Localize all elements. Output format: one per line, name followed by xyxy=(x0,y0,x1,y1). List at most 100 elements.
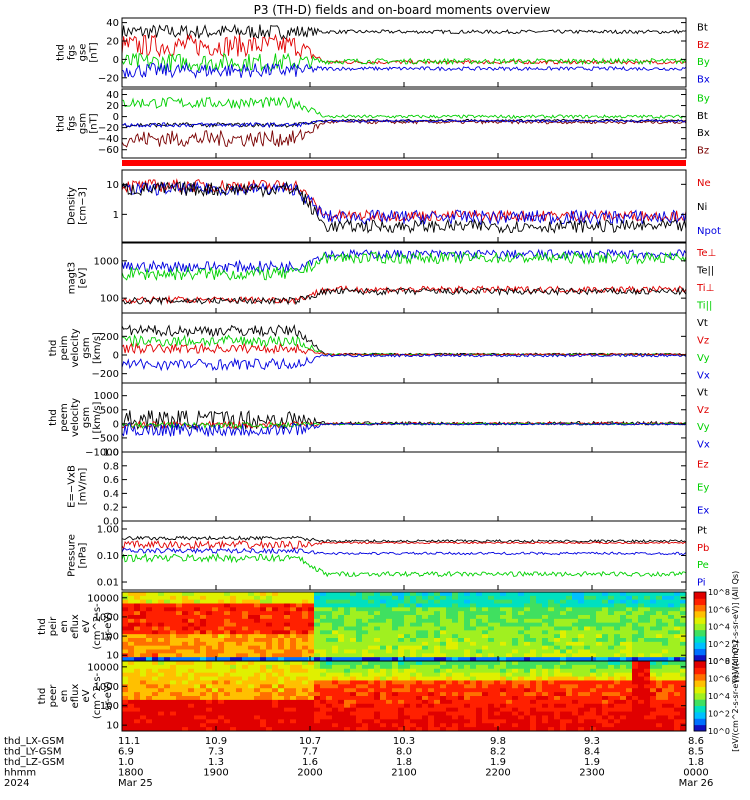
electron-spectrogram-cell xyxy=(674,672,681,678)
electron-spectrogram-cell xyxy=(518,711,525,717)
ion-spectrogram-cell xyxy=(482,641,489,647)
electron-spectrogram-cell xyxy=(212,703,219,709)
ion-spectrogram-cell xyxy=(566,592,573,597)
ion-spectrogram-cell xyxy=(452,653,459,658)
ion-spectrogram-cell xyxy=(518,607,525,612)
electron-spectrogram-cell xyxy=(380,680,387,685)
electron-spectrogram-cell xyxy=(422,661,429,666)
electron-spectrogram-cell xyxy=(206,684,213,689)
electron-spectrogram-cell xyxy=(650,664,657,670)
electron-spectrogram-cell xyxy=(632,672,639,678)
ion-spectrogram-cell xyxy=(410,641,417,647)
ion-spectrogram-cell xyxy=(566,618,573,624)
ion-spectrogram-cell xyxy=(632,607,639,612)
electron-spectrogram-cell xyxy=(464,672,471,678)
ion-spectrogram-cell xyxy=(632,592,639,597)
electron-spectrogram-cell xyxy=(578,696,585,701)
electron-spectrogram-cell xyxy=(308,680,315,685)
electron-spectrogram-cell xyxy=(644,727,651,731)
electron-spectrogram-cell xyxy=(308,719,315,724)
ion-spectrogram-cell xyxy=(374,630,381,635)
pressure-trace-red xyxy=(122,539,686,551)
electron-spectrogram-cell xyxy=(620,707,627,713)
electron-spectrogram-cell xyxy=(134,664,141,670)
ion-spectrogram-cell xyxy=(296,649,303,654)
electron-spectrogram-cell xyxy=(314,672,321,678)
ion-spectrogram-cell xyxy=(464,638,471,643)
electron-spectrogram-cell xyxy=(494,661,501,666)
electron-spectrogram-cell xyxy=(422,711,429,717)
ion-spectrogram-cell xyxy=(380,641,387,647)
ion-spectrogram-cell xyxy=(626,649,633,654)
ion-spectrogram-cell xyxy=(536,618,543,624)
ion-spectrogram-cell xyxy=(212,630,219,635)
electron-spectrogram-cell xyxy=(542,684,549,689)
ion-spectrogram-cell xyxy=(398,657,405,661)
ion-spectrogram-cell xyxy=(536,626,543,631)
electron-spectrogram-cell xyxy=(350,672,357,678)
y-tick-label: 40 xyxy=(106,18,119,29)
electron-spectrogram-cell xyxy=(326,699,333,705)
electron-spectrogram-cell xyxy=(284,664,291,670)
ion-spectrogram-cell xyxy=(254,645,261,651)
ion-spectrogram-cell xyxy=(626,592,633,597)
electron-spectrogram-cell xyxy=(662,723,669,728)
legend-entry: By xyxy=(697,94,710,105)
electron-spectrogram-cell xyxy=(488,703,495,709)
ion-spectrogram-cell xyxy=(674,607,681,612)
electron-spectrogram-cell xyxy=(482,661,489,666)
electron-spectrogram-cell xyxy=(644,699,651,705)
electron-spectrogram-cell xyxy=(590,723,597,728)
ion-spectrogram-cell xyxy=(374,626,381,631)
electron-spectrogram-cell xyxy=(224,692,231,697)
electron-spectrogram-cell xyxy=(212,696,219,701)
ion-spectrogram-cell xyxy=(362,630,369,635)
electron-spectrogram-cell xyxy=(344,715,351,720)
ion-spectrogram-cell xyxy=(470,645,477,651)
electron-spectrogram-cell xyxy=(632,727,639,731)
electron-spectrogram-cell xyxy=(422,715,429,720)
electron-spectrogram-cell xyxy=(668,699,675,705)
electron-spectrogram-cell xyxy=(248,703,255,709)
ion-spectrogram-cell xyxy=(548,657,555,661)
ion-spectrogram-cell xyxy=(452,603,459,608)
ion-spectrogram-cell xyxy=(566,607,573,612)
ion-spectrogram-cell xyxy=(422,645,429,651)
electron-spectrogram-cell xyxy=(560,672,567,678)
ion-spectrogram-cell xyxy=(230,622,237,628)
ion-spectrogram-cell xyxy=(344,595,351,601)
temperature-trace-black xyxy=(122,286,686,306)
electron-spectrogram-cell xyxy=(260,680,267,685)
electron-spectrogram-cell xyxy=(254,688,261,693)
electron-spectrogram-cell xyxy=(302,684,309,689)
electron-spectrogram-cell xyxy=(374,707,381,713)
electron-spectrogram-cell xyxy=(338,661,345,666)
electron-spectrogram-cell xyxy=(218,680,225,685)
electron-spectrogram-cell xyxy=(188,680,195,685)
ion-spectrogram-cell xyxy=(392,638,399,643)
ion-spectrogram-cell xyxy=(650,653,657,658)
electron-spectrogram-cell xyxy=(482,692,489,697)
electron-spectrogram-cell xyxy=(482,696,489,701)
ion-spectrogram-cell xyxy=(452,634,459,639)
colorbar-swatch xyxy=(694,699,706,707)
electron-spectrogram-cell xyxy=(446,727,453,731)
ion-spectrogram-cell xyxy=(668,630,675,635)
ion-spectrogram-cell xyxy=(626,607,633,612)
ion-spectrogram-cell xyxy=(218,615,225,620)
ion-spectrogram-cell xyxy=(236,618,243,624)
ion-spectrogram-cell xyxy=(272,641,279,647)
ion-spectrogram-cell xyxy=(590,645,597,651)
ion-spectrogram-cell xyxy=(566,630,573,635)
ion-spectrogram-cell xyxy=(584,653,591,658)
electron-spectrogram-cell xyxy=(452,676,459,682)
electron-spectrogram-cell xyxy=(338,680,345,685)
electron-spectrogram-cell xyxy=(248,688,255,693)
ion-spectrogram-cell xyxy=(158,641,165,647)
ion-spectrogram-cell xyxy=(134,634,141,639)
y-tick-label: −200 xyxy=(92,369,119,380)
electron-spectrogram-cell xyxy=(452,664,459,670)
ion-spectrogram-cell xyxy=(476,603,483,608)
electron-spectrogram-cell xyxy=(158,719,165,724)
electron-spectrogram-cell xyxy=(140,672,147,678)
